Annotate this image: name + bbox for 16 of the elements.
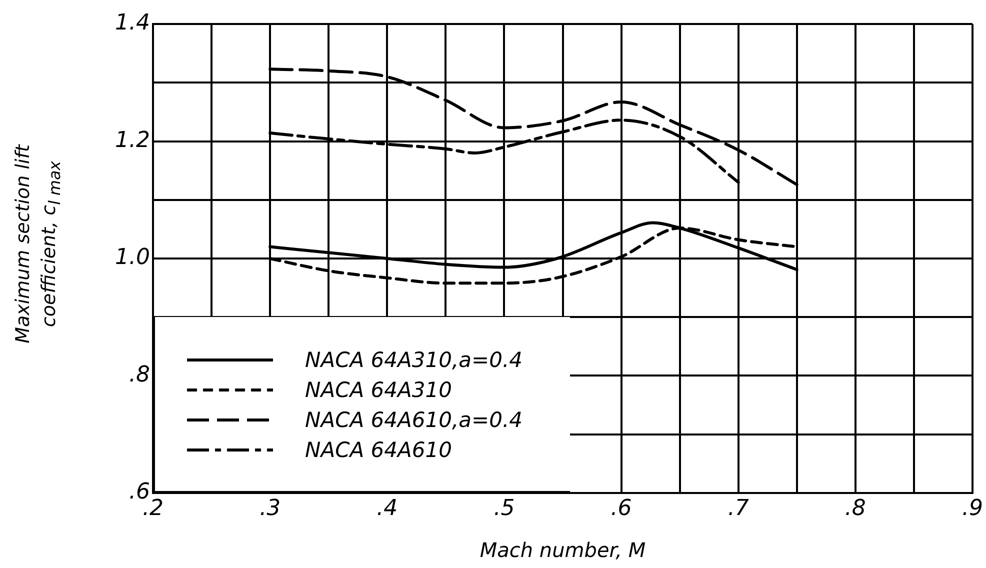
- x-tick-label: .6: [610, 496, 632, 521]
- x-tick-label: .8: [844, 496, 866, 521]
- x-tick-label: .5: [494, 496, 515, 521]
- legend-label: NACA 64A310,a=0.4: [305, 348, 522, 372]
- legend-label: NACA 64A310: [305, 378, 452, 402]
- y-tick-label: 1.4: [115, 10, 150, 36]
- x-axis-title: Mach number, M: [480, 538, 646, 562]
- x-tick-label: .4: [376, 496, 398, 521]
- y-tick-label: .8: [129, 362, 150, 388]
- legend-label: NACA 64A610,a=0.4: [305, 408, 522, 432]
- y-tick-label: 1.2: [115, 128, 150, 153]
- legend-label: NACA 64A610: [305, 438, 452, 462]
- y-tick-label: 1.0: [115, 245, 150, 270]
- x-tick-label: .9: [962, 496, 984, 521]
- x-tick-label: .7: [728, 496, 749, 521]
- x-tick-label: .3: [260, 496, 281, 521]
